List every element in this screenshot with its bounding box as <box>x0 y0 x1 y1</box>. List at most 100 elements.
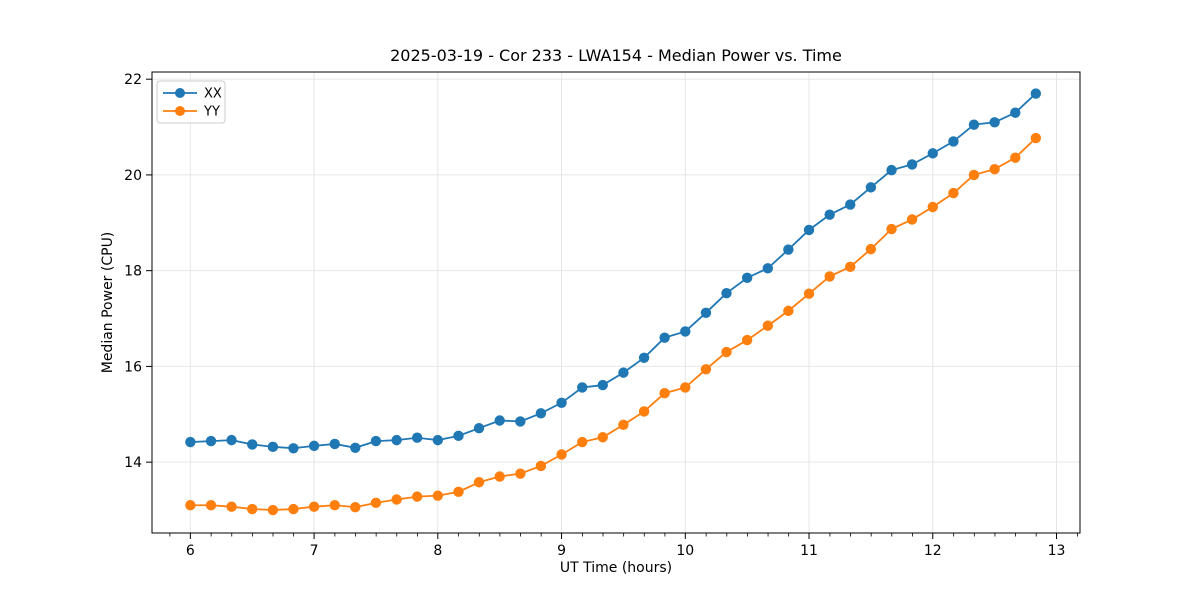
series-yy-point <box>1030 132 1042 144</box>
grid-layer <box>152 72 1080 533</box>
series-xx-point <box>308 440 320 452</box>
series-yy-point <box>308 501 320 512</box>
series-yy-point <box>989 163 1000 175</box>
series-yy-point <box>659 388 670 399</box>
series-xx-point <box>845 199 856 210</box>
series-yy-point <box>927 201 938 213</box>
series-yy-point <box>247 503 258 515</box>
series-xx-point <box>535 408 547 419</box>
series-xx-point <box>329 438 340 450</box>
series-yy-point <box>288 503 299 515</box>
legend-label: YY <box>203 105 220 120</box>
series-xx-point <box>638 352 650 363</box>
chart-title: 2025-03-19 - Cor 233 - LWA154 - Median P… <box>390 46 842 65</box>
series-yy-point <box>267 504 279 516</box>
series-yy-point <box>845 261 856 273</box>
series-yy-point <box>226 501 237 512</box>
series-yy-point <box>494 471 505 482</box>
x-tick-label: 9 <box>557 543 566 559</box>
x-tick-label: 12 <box>924 543 942 559</box>
series-xx-point <box>989 117 1000 128</box>
series-xx-point <box>741 272 753 284</box>
series-xx-point <box>618 367 629 378</box>
x-axis-label: UT Time (hours) <box>560 560 672 576</box>
series-xx-point <box>370 435 382 447</box>
series-yy-point <box>762 320 774 331</box>
series-xx-point <box>473 422 485 434</box>
series-xx-point <box>205 435 217 447</box>
series-xx-point <box>515 416 526 427</box>
series-xx-point <box>803 224 815 236</box>
series-xx-point <box>1030 88 1042 99</box>
series-yy-point <box>391 494 402 505</box>
y-tick-label: 14 <box>124 455 142 471</box>
legend: XX YY <box>156 80 226 124</box>
series-yy-point <box>824 271 835 282</box>
x-tick-label: 7 <box>310 543 319 559</box>
series-xx-point <box>948 136 959 147</box>
series-yy-point <box>597 432 608 443</box>
series-xx-point <box>927 148 938 159</box>
tick-layer: 6 7 8 9 10 11 12 13 14 16 18 20 22 <box>124 72 1078 559</box>
y-axis-label: Median Power (CPU) <box>100 232 116 374</box>
series-xx-point <box>783 244 794 255</box>
series-xx-point <box>226 434 237 446</box>
series-xx-point <box>721 287 732 299</box>
plot-border <box>151 71 1081 534</box>
series-xx-point <box>906 159 918 170</box>
series-yy-line <box>190 137 1037 511</box>
legend-swatch-marker <box>175 88 185 98</box>
series-xx-point <box>1010 107 1021 118</box>
series-xx-point <box>432 434 444 446</box>
series-yy-point <box>700 364 712 375</box>
series-yy-point <box>350 501 361 513</box>
series-yy-point <box>329 500 340 511</box>
series-yy-point <box>556 449 567 460</box>
series-yy-point <box>205 500 217 511</box>
series-xx-point <box>247 439 258 450</box>
series-yy-point <box>638 406 650 417</box>
series-yy-point <box>741 334 753 346</box>
series-xx-point <box>659 332 670 343</box>
series-xx-point <box>288 443 299 454</box>
series-yy-point <box>515 468 526 479</box>
x-tick-label: 6 <box>186 543 195 559</box>
series-xx-point <box>886 164 897 176</box>
series-xx-point <box>762 263 774 274</box>
series-xx-point <box>185 436 196 448</box>
series-xx-point <box>391 434 402 446</box>
series-yy-point <box>577 436 588 448</box>
series-yy-point <box>370 497 382 509</box>
y-tick-label: 22 <box>124 72 142 88</box>
x-tick-label: 13 <box>1048 543 1066 559</box>
series-xx-point <box>556 397 567 408</box>
series-xx-point <box>267 441 279 453</box>
series-yy-point <box>680 382 691 393</box>
series-xx-point <box>411 432 423 443</box>
series-yy-point <box>968 169 980 181</box>
series-yy-point <box>803 288 815 299</box>
series-xx-point <box>597 379 608 391</box>
series-yy-point <box>865 243 877 255</box>
series-xx-point <box>968 119 980 130</box>
series-layer <box>185 88 1042 516</box>
series-xx-point <box>824 209 835 220</box>
x-tick-label: 11 <box>800 543 818 559</box>
series-xx-point <box>494 415 505 426</box>
series-yy-point <box>886 223 897 235</box>
series-xx-point <box>350 442 361 453</box>
legend-label: XX <box>204 87 222 102</box>
series-yy-point <box>411 491 423 502</box>
y-tick-label: 20 <box>124 168 142 184</box>
x-tick-label: 10 <box>676 543 694 559</box>
series-yy-point <box>906 214 918 225</box>
legend-swatch-marker <box>175 106 185 116</box>
series-yy-point <box>721 346 732 358</box>
series-xx-point <box>577 382 588 393</box>
series-yy-point <box>535 460 547 472</box>
series-xx-point <box>865 182 877 193</box>
series-xx-point <box>700 307 712 318</box>
series-yy-point <box>1010 152 1021 163</box>
